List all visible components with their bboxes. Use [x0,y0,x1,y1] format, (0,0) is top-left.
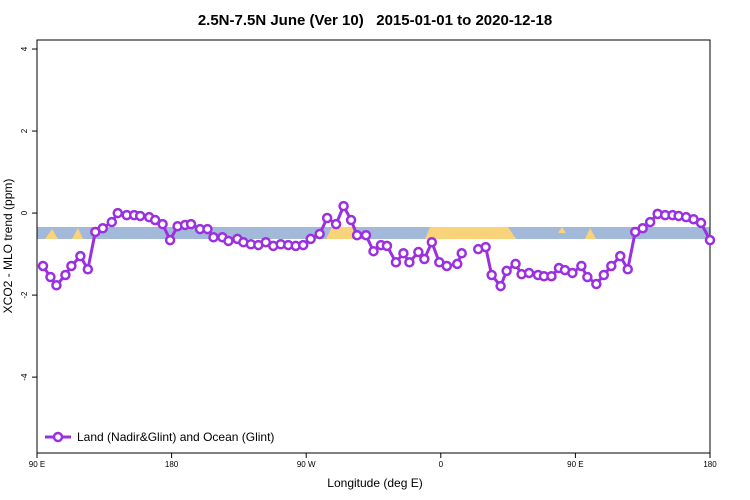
y-tick-label: 0 [20,210,29,215]
data-point [576,260,587,272]
data-point [60,269,71,281]
data-point [637,222,648,234]
data-point [390,257,402,268]
data-point [523,267,535,279]
chart-title: 2.5N-7.5N June (Ver 10) 2015-01-01 to 20… [198,12,552,29]
data-point [45,271,56,283]
data-point [404,257,415,268]
data-point [164,234,176,246]
data-point [321,212,333,224]
data-point [495,280,506,292]
data-point [82,264,94,275]
legend-swatch-marker [52,431,64,443]
data-point [314,228,325,240]
data-point [351,229,363,241]
data-point [51,280,62,291]
data-point [695,217,707,229]
data-point [452,258,463,270]
data-point [368,245,379,257]
data-point [398,248,409,259]
data-point [185,218,197,230]
y-tick-label: -2 [20,291,29,299]
data-point [606,260,617,272]
data-point [297,239,309,251]
legend-label: Land (Nadir&Glint) and Ocean (Glint) [77,430,274,444]
data-point [419,253,430,265]
data-point [426,236,438,248]
data-point [622,264,633,275]
x-tick-label: 0 [439,460,444,469]
x-tick-label: 90 W [297,460,316,469]
data-point [208,232,219,243]
data-point [591,278,602,290]
data-point [66,260,77,272]
data-point [157,218,168,230]
data-point [106,216,118,228]
data-point [510,258,521,270]
data-point [37,260,49,272]
data-point [480,241,491,253]
data-point [486,269,497,281]
data-point [704,234,716,246]
y-tick-label: 2 [20,128,29,133]
data-point [75,250,86,262]
data-point [441,260,453,272]
data-point [567,267,578,279]
x-tick-label: 180 [165,460,179,469]
data-point [598,269,610,281]
data-point [644,216,656,228]
plot-frame [36,39,711,454]
x-tick-label: 90 E [567,460,583,469]
data-point [305,233,316,245]
x-axis-label: Longitude (deg E) [327,476,422,490]
data-point [345,214,357,226]
data-point [149,214,161,226]
data-point [202,223,213,235]
data-point [338,200,349,212]
data-point [582,271,593,283]
data-point [546,270,557,282]
y-tick-label: 4 [20,46,29,51]
data-point [112,207,124,219]
data-point [381,240,393,252]
data-point [456,248,467,259]
data-point [501,265,512,277]
x-tick-label: 180 [703,460,717,469]
y-axis-label: XCO2 - MLO trend (ppm) [1,179,15,314]
data-point [97,222,109,234]
data-point [330,218,342,230]
data-point [360,229,372,241]
data-point [615,250,626,262]
data-point [413,246,424,258]
x-tick-label: 90 E [29,460,45,469]
y-tick-label: -4 [20,373,29,381]
map-band [37,227,710,239]
data-point [223,235,234,247]
data-point [134,210,146,222]
